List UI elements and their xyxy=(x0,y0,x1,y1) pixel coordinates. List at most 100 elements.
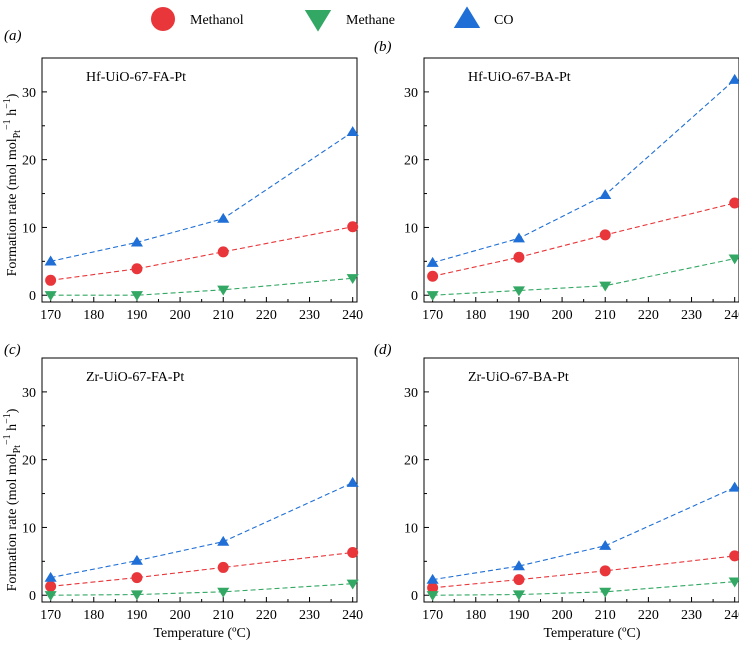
legend-marker-co xyxy=(453,6,481,29)
legend-label-methane: Methane xyxy=(346,13,395,28)
data-point-co xyxy=(728,481,739,492)
plot-frame xyxy=(423,357,739,603)
y-tick-label: 30 xyxy=(404,386,418,401)
data-point-co xyxy=(512,560,525,571)
data-point-methane xyxy=(44,591,57,601)
x-tick-label: 180 xyxy=(83,608,104,623)
data-point-methanol xyxy=(347,547,359,559)
y-tick-label: 0 xyxy=(29,589,36,604)
x-tick-label: 180 xyxy=(465,608,486,623)
series-line-methane xyxy=(432,258,735,296)
data-point-methane xyxy=(512,590,525,601)
series-line-co xyxy=(50,131,353,262)
data-point-co xyxy=(130,236,143,247)
y-tick-label: 30 xyxy=(404,86,418,101)
x-tick-label: 170 xyxy=(422,308,443,323)
data-point-methanol xyxy=(729,550,739,562)
y-tick-label: 20 xyxy=(22,154,36,169)
data-point-methane xyxy=(599,281,612,292)
data-point-methane xyxy=(426,591,439,601)
series-line-methanol xyxy=(50,551,353,587)
x-tick-label: 210 xyxy=(213,308,234,323)
data-point-methanol xyxy=(513,251,525,263)
x-tick-label: 200 xyxy=(170,308,191,323)
data-point-methane xyxy=(217,587,230,598)
legend: Methanol Methane CO xyxy=(151,6,513,32)
x-tick-label: 190 xyxy=(508,608,529,623)
data-point-co xyxy=(599,189,612,200)
data-point-methane xyxy=(512,286,525,297)
x-axis-label-right: Temperature (ºC) xyxy=(543,626,640,641)
x-tick-label: 210 xyxy=(595,608,616,623)
y-tick-label: 0 xyxy=(29,289,36,304)
data-point-methane xyxy=(217,285,230,296)
data-point-co xyxy=(599,539,612,550)
series-line-methanol xyxy=(50,226,353,281)
data-point-methane xyxy=(130,291,143,301)
data-point-methanol xyxy=(217,246,229,258)
data-point-co xyxy=(346,126,359,137)
y-tick-label: 0 xyxy=(411,289,418,304)
data-point-co xyxy=(346,476,359,487)
data-point-methanol xyxy=(729,197,739,209)
data-point-methanol xyxy=(45,274,57,286)
plot-frame xyxy=(423,57,739,303)
x-tick-label: 230 xyxy=(299,308,320,323)
series-line-co xyxy=(50,482,353,579)
y-axis-label-bottom: Formation rate (mol molPt−1 h−1) xyxy=(2,408,23,591)
y-tick-label: 20 xyxy=(22,454,36,469)
panel-c: (c) 0 10 20 30 170 180 190 200 210 220 230 240 Zr-UiO… xyxy=(4,342,363,623)
legend-label-co: CO xyxy=(494,13,513,28)
y-axis-label-top: Formation rate (mol molPt−1 h−1) xyxy=(2,93,23,276)
series-line-co xyxy=(432,486,735,581)
x-tick-label: 220 xyxy=(638,608,659,623)
x-axis-label-left: Temperature (ºC) xyxy=(153,626,250,641)
x-tick-label: 230 xyxy=(299,608,320,623)
panel-label: (d) xyxy=(374,342,392,358)
data-point-methanol xyxy=(427,270,439,282)
y-tick-label: 20 xyxy=(404,454,418,469)
data-point-methanol xyxy=(131,263,143,275)
y-tick-label: 30 xyxy=(22,86,36,101)
data-point-methane xyxy=(728,254,739,265)
panel-b: (b) 0 10 20 30 170 180 190 200 210 220 230 240 Hf-UiO… xyxy=(374,39,739,323)
x-tick-label: 240 xyxy=(342,308,363,323)
data-point-co xyxy=(217,535,230,546)
data-point-methanol xyxy=(599,565,611,577)
data-point-methane xyxy=(346,579,359,590)
panel-label: (b) xyxy=(374,39,392,55)
data-point-methanol xyxy=(45,580,57,592)
data-point-methane xyxy=(44,291,57,301)
y-tick-label: 10 xyxy=(404,221,418,236)
panel-label: (a) xyxy=(4,28,22,44)
x-tick-label: 210 xyxy=(213,608,234,623)
series-line-methanol xyxy=(432,202,735,277)
data-point-co xyxy=(217,212,230,223)
panel-title: Hf-UiO-67-BA-Pt xyxy=(468,70,571,85)
y-tick-label: 0 xyxy=(411,589,418,604)
x-tick-label: 170 xyxy=(422,608,443,623)
data-point-co xyxy=(512,232,525,243)
y-tick-label: 10 xyxy=(404,521,418,536)
data-point-co xyxy=(426,573,439,584)
legend-label-methanol: Methanol xyxy=(190,13,244,28)
panel-title: Zr-UiO-67-FA-Pt xyxy=(86,370,184,385)
data-point-co xyxy=(130,554,143,565)
series-line-methane xyxy=(50,583,353,596)
x-tick-label: 240 xyxy=(342,608,363,623)
x-tick-label: 170 xyxy=(40,308,61,323)
x-tick-label: 220 xyxy=(256,308,277,323)
data-point-co xyxy=(728,73,739,84)
series-line-methane xyxy=(432,581,735,596)
x-tick-label: 200 xyxy=(170,608,191,623)
x-tick-label: 190 xyxy=(126,308,147,323)
x-tick-label: 180 xyxy=(83,308,104,323)
data-point-methanol xyxy=(513,574,525,586)
panel-a: (a) 0 10 20 30 170 180 190 200 210 220 230 240 Hf-UiO… xyxy=(4,28,363,323)
panel-d: (d) 0 10 20 30 170 180 190 200 210 220 230 240 Zr-UiO… xyxy=(374,342,739,623)
x-tick-label: 180 xyxy=(465,308,486,323)
data-point-methanol xyxy=(599,229,611,241)
series-line-methane xyxy=(50,277,353,296)
plot-frame xyxy=(41,357,358,603)
